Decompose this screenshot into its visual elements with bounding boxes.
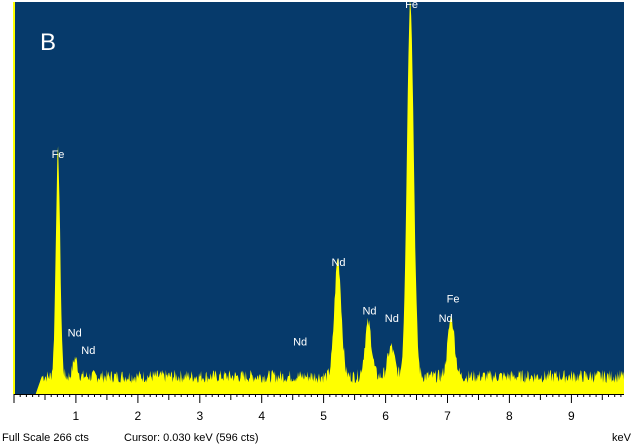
peak-label-fe-8: Fe (447, 294, 460, 306)
panel-letter: B (40, 29, 56, 56)
x-tick-label-9: 9 (568, 409, 575, 423)
plot-background (14, 2, 624, 394)
x-tick-label-7: 7 (444, 409, 451, 423)
x-axis-tick-labels: 1 2 3 4 5 6 7 8 9 (73, 409, 576, 423)
peak-label-nd-9: Nd (439, 313, 453, 325)
x-tick-label-6: 6 (382, 409, 389, 423)
peak-labels: Fe Nd Nd Nd Nd Nd Nd Fe Fe Nd (52, 0, 460, 357)
peak-label-nd-5: Nd (362, 305, 376, 317)
peak-label-nd-4: Nd (331, 257, 345, 269)
x-tick-label-3: 3 (196, 409, 203, 423)
peak-label-fe-7: Fe (405, 0, 418, 11)
x-tick-label-8: 8 (506, 409, 513, 423)
cursor-readout: Cursor: 0.030 keV (596 cts) (124, 432, 259, 444)
x-tick-label-1: 1 (73, 409, 80, 423)
x-tick-label-2: 2 (135, 409, 142, 423)
peak-label-nd-2: Nd (81, 345, 95, 357)
peak-label-fe-0: Fe (52, 149, 65, 161)
peak-label-nd-1: Nd (68, 328, 82, 340)
x-tick-label-4: 4 (258, 409, 265, 423)
peak-label-nd-6: Nd (385, 313, 399, 325)
full-scale-readout: Full Scale 266 cts (2, 432, 89, 444)
x-axis-ticks (13, 394, 622, 403)
peak-label-nd-3: Nd (293, 336, 307, 348)
x-axis-unit-label: keV (612, 432, 632, 444)
x-tick-label-5: 5 (320, 409, 327, 423)
